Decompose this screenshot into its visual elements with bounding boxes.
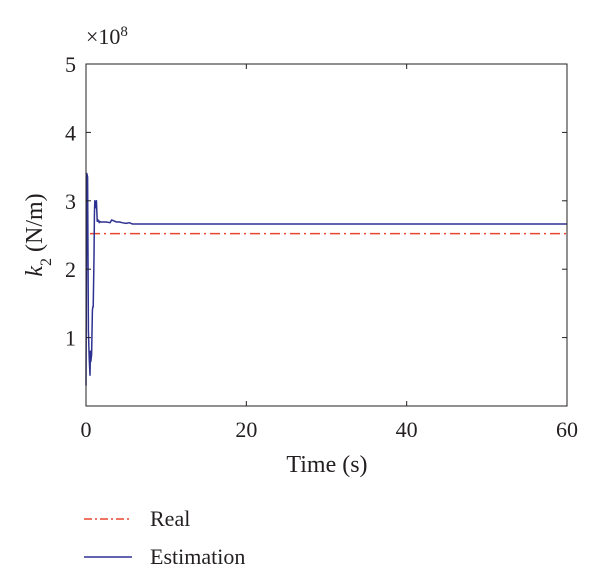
legend-item-estimation: Estimation [84,538,245,576]
y-tick-label: 4 [65,120,76,145]
y-tick-label: 5 [65,52,76,77]
multiplier-exponent: 8 [120,24,128,40]
x-tick-label: 60 [556,417,578,442]
y-axis-title-subscript: 2 [38,258,55,266]
legend-swatch-real [84,518,132,520]
x-axis-title: Time (s) [286,452,367,478]
y-tick-label: 2 [65,257,76,282]
series-layer [85,172,567,386]
y-axis-title-unit: (N/m) [22,193,48,258]
y-axis-title-symbol: k [22,266,48,277]
legend-label-estimation: Estimation [150,544,246,569]
multiplier-label: ×108 [86,24,128,49]
multiplier-base: ×10 [86,24,120,49]
ticks-layer: 0 20 40 60 1 2 3 4 5 [65,52,578,442]
y-tick-label: 3 [65,189,76,214]
series-line-estimation [85,172,567,386]
legend-swatch-estimation [84,556,132,558]
x-tick-label: 40 [396,417,418,442]
y-axis-title: k2 (N/m) [22,193,55,276]
plot-frame [85,63,568,407]
legend-item-real: Real [84,500,245,538]
legend-label-real: Real [150,506,191,531]
x-tick-label: 20 [235,417,257,442]
y-tick-label: 1 [65,326,76,351]
legend: Real Estimation [84,500,245,576]
plot-area [86,64,567,406]
x-tick-label: 0 [81,417,92,442]
